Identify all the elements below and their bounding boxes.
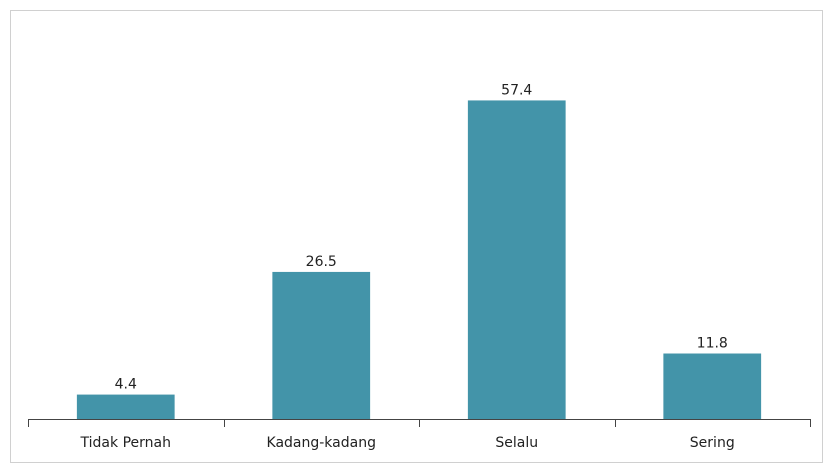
- x-tick-label: Tidak Pernah: [80, 435, 171, 451]
- data-label: 11.8: [697, 336, 728, 352]
- data-label: 26.5: [306, 254, 337, 270]
- bar: [663, 353, 762, 419]
- x-tick-label: Sering: [690, 435, 735, 451]
- x-tick-label: Kadang-kadang: [267, 435, 376, 451]
- bar: [76, 394, 175, 419]
- x-tick-label: Selalu: [495, 435, 538, 451]
- data-label: 4.4: [115, 377, 137, 393]
- bar: [272, 271, 371, 419]
- data-label: 57.4: [501, 82, 532, 98]
- bar: [467, 100, 566, 420]
